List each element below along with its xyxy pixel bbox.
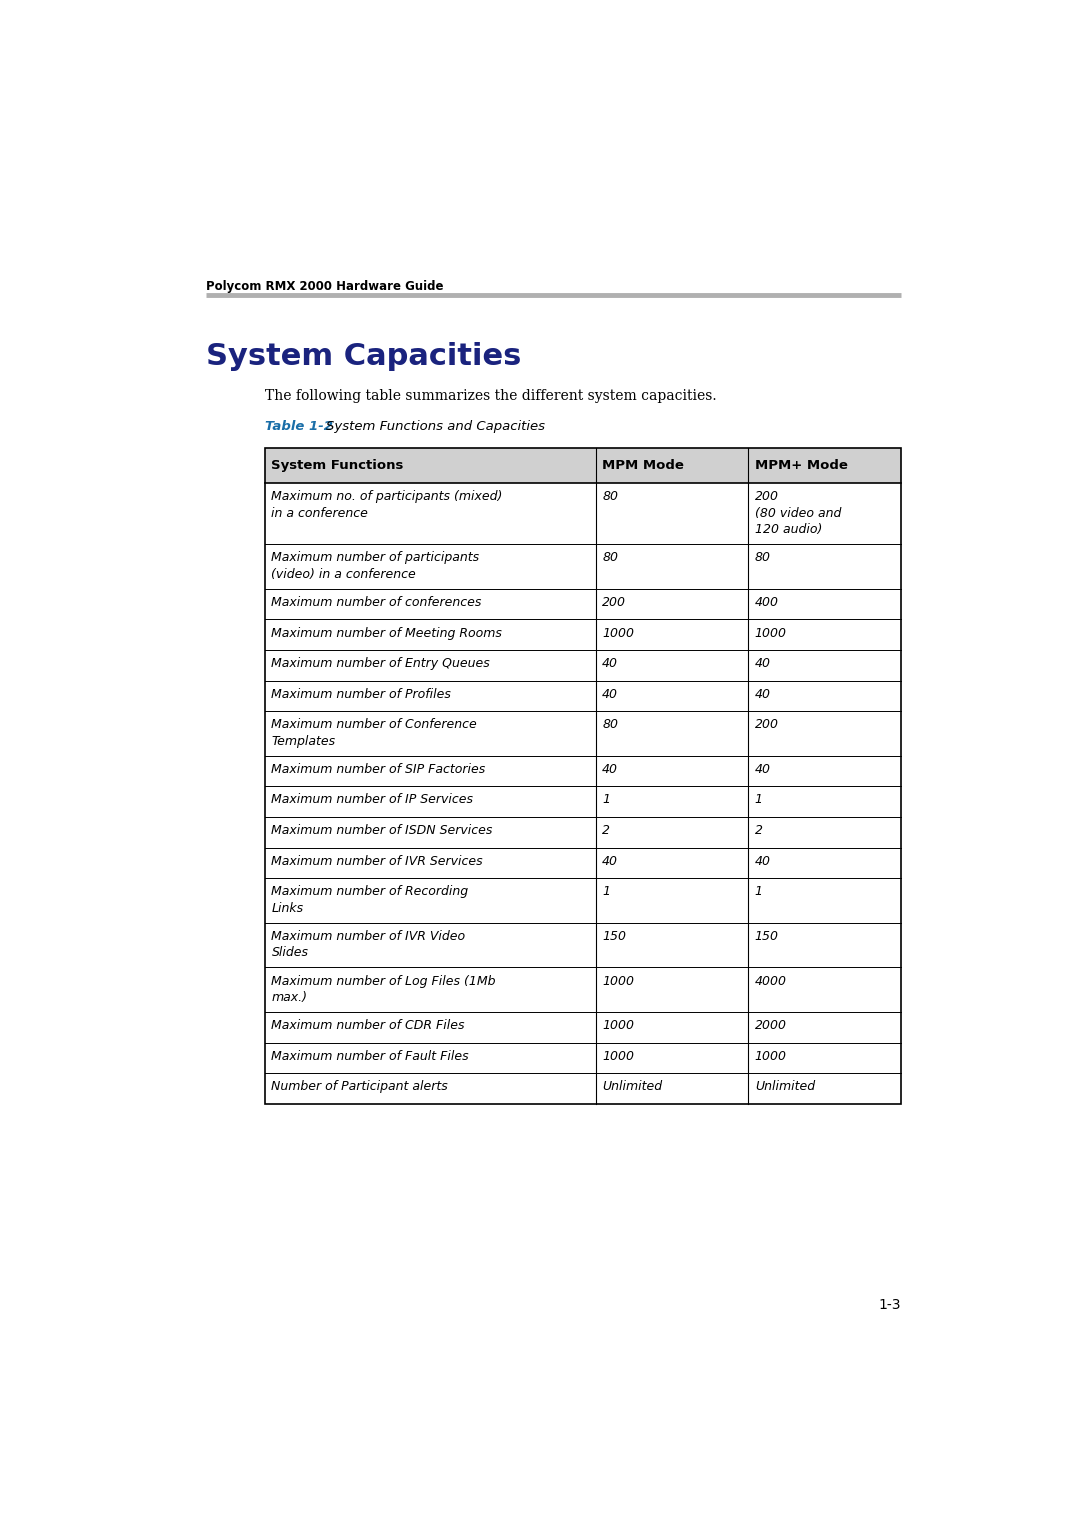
Text: 1: 1 — [603, 794, 610, 806]
Text: Maximum number of Conference
Templates: Maximum number of Conference Templates — [271, 718, 477, 748]
Text: 400: 400 — [755, 596, 779, 609]
Text: 1-3: 1-3 — [878, 1298, 901, 1312]
Text: 2: 2 — [603, 825, 610, 837]
Text: Maximum number of IVR Video
Slides: Maximum number of IVR Video Slides — [271, 930, 465, 959]
Text: 40: 40 — [755, 687, 771, 701]
Bar — [265, 968, 901, 1012]
Text: Unlimited: Unlimited — [755, 1081, 815, 1093]
Bar — [265, 544, 901, 589]
Text: Maximum number of conferences: Maximum number of conferences — [271, 596, 482, 609]
Text: 1000: 1000 — [603, 1049, 634, 1063]
Bar — [265, 1043, 901, 1073]
Text: 80: 80 — [603, 718, 618, 731]
Text: 80: 80 — [603, 551, 618, 565]
Text: System Functions and Capacities: System Functions and Capacities — [309, 420, 545, 432]
Text: Table 1-2: Table 1-2 — [265, 420, 333, 432]
Text: 4000: 4000 — [755, 974, 787, 988]
Bar — [265, 847, 901, 878]
Text: 1000: 1000 — [755, 1049, 787, 1063]
Text: 80: 80 — [603, 490, 618, 502]
Text: Maximum number of IVR Services: Maximum number of IVR Services — [271, 855, 483, 867]
Text: Maximum number of Entry Queues: Maximum number of Entry Queues — [271, 657, 490, 670]
Bar — [265, 922, 901, 968]
Text: 1: 1 — [755, 794, 762, 806]
Text: 2000: 2000 — [755, 1019, 787, 1032]
Text: 1000: 1000 — [603, 626, 634, 640]
Text: Polycom RMX 2000 Hardware Guide: Polycom RMX 2000 Hardware Guide — [206, 279, 444, 293]
Text: 40: 40 — [755, 657, 771, 670]
Text: 80: 80 — [755, 551, 771, 565]
Text: Maximum number of Fault Files: Maximum number of Fault Files — [271, 1049, 469, 1063]
Text: 40: 40 — [755, 855, 771, 867]
Text: Unlimited: Unlimited — [603, 1081, 662, 1093]
Text: System Functions: System Functions — [271, 460, 404, 472]
Text: Maximum number of Recording
Links: Maximum number of Recording Links — [271, 886, 469, 915]
Text: Maximum number of SIP Factories: Maximum number of SIP Factories — [271, 764, 486, 776]
Bar — [265, 878, 901, 922]
Bar — [265, 483, 901, 544]
Bar — [265, 786, 901, 817]
Text: 200
(80 video and
120 audio): 200 (80 video and 120 audio) — [755, 490, 841, 536]
Text: Maximum number of CDR Files: Maximum number of CDR Files — [271, 1019, 464, 1032]
Text: 1: 1 — [755, 886, 762, 898]
Text: 40: 40 — [603, 855, 618, 867]
Text: 150: 150 — [755, 930, 779, 942]
Bar — [265, 756, 901, 786]
Text: 1000: 1000 — [603, 974, 634, 988]
Text: 1000: 1000 — [603, 1019, 634, 1032]
Text: 40: 40 — [603, 657, 618, 670]
Text: 150: 150 — [603, 930, 626, 942]
Bar — [265, 447, 901, 483]
Text: Maximum number of Log Files (1Mb
max.): Maximum number of Log Files (1Mb max.) — [271, 974, 496, 1005]
Bar — [265, 817, 901, 847]
Text: Maximum no. of participants (mixed)
in a conference: Maximum no. of participants (mixed) in a… — [271, 490, 503, 519]
Text: Maximum number of Profiles: Maximum number of Profiles — [271, 687, 451, 701]
Bar — [265, 712, 901, 756]
Text: 40: 40 — [755, 764, 771, 776]
Bar — [265, 589, 901, 620]
Text: Maximum number of IP Services: Maximum number of IP Services — [271, 794, 473, 806]
Text: 200: 200 — [603, 596, 626, 609]
Bar — [265, 1073, 901, 1104]
Bar — [265, 681, 901, 712]
Text: 2: 2 — [755, 825, 762, 837]
Text: 1: 1 — [603, 886, 610, 898]
Text: The following table summarizes the different system capacities.: The following table summarizes the diffe… — [265, 389, 716, 403]
Text: Maximum number of ISDN Services: Maximum number of ISDN Services — [271, 825, 492, 837]
Text: System Capacities: System Capacities — [206, 342, 522, 371]
Text: 40: 40 — [603, 764, 618, 776]
Bar — [265, 651, 901, 681]
Text: MPM+ Mode: MPM+ Mode — [755, 460, 848, 472]
Text: Maximum number of Meeting Rooms: Maximum number of Meeting Rooms — [271, 626, 502, 640]
Text: Maximum number of participants
(video) in a conference: Maximum number of participants (video) i… — [271, 551, 480, 580]
Text: MPM Mode: MPM Mode — [603, 460, 684, 472]
Text: 40: 40 — [603, 687, 618, 701]
Bar — [265, 620, 901, 651]
Text: 200: 200 — [755, 718, 779, 731]
Text: Number of Participant alerts: Number of Participant alerts — [271, 1081, 448, 1093]
Text: 1000: 1000 — [755, 626, 787, 640]
Bar — [265, 1012, 901, 1043]
